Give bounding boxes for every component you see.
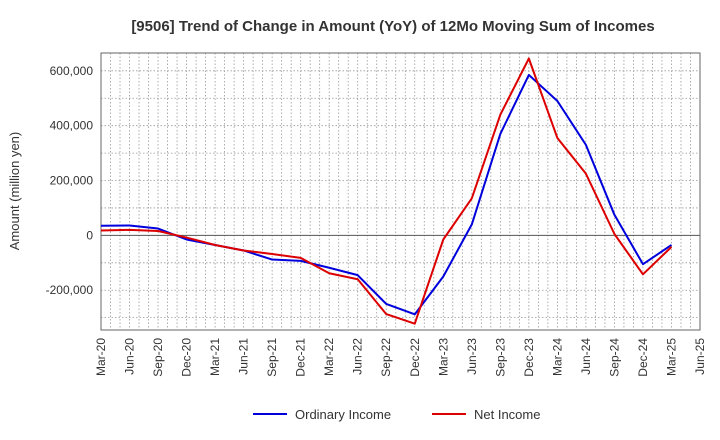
x-tick-label: Mar-24: [550, 338, 564, 376]
x-tick-label: Jun-24: [579, 338, 593, 375]
legend-label-ordinary-income: Ordinary Income: [295, 407, 391, 422]
x-tick-label: Sep-24: [607, 338, 621, 377]
y-tick-label: 600,000: [50, 64, 94, 78]
x-tick-labels: Mar-20 Jun-20 Sep-20 Dec-20 Mar-21 Jun-21 Sep-…: [94, 338, 707, 377]
y-axis-label: Amount (million yen): [7, 132, 22, 251]
grid: [100, 53, 701, 330]
series-lines: [100, 57, 673, 325]
x-tick-label: Jun-20: [123, 338, 137, 375]
legend-label-net-income: Net Income: [474, 407, 540, 422]
x-tick-label: Dec-24: [636, 338, 650, 377]
x-tick-label: Mar-25: [664, 338, 678, 376]
y-tick-label: 0: [86, 228, 93, 242]
y-tick-label: 200,000: [50, 174, 94, 188]
x-tick-label: Mar-21: [208, 338, 222, 376]
x-tick-label: Sep-23: [493, 338, 507, 377]
x-tick-label: Jun-21: [237, 338, 251, 375]
x-tick-label: Mar-22: [322, 338, 336, 376]
y-tick-labels: -200,000 0 200,000 400,000 600,000: [46, 64, 94, 297]
x-tick-label: Jun-25: [693, 338, 707, 375]
x-tick-label: Mar-20: [94, 338, 108, 376]
plot-frame: [100, 52, 701, 331]
x-tick-label: Dec-20: [180, 338, 194, 377]
x-tick-label: Mar-23: [436, 338, 450, 376]
x-tick-label: Sep-22: [379, 338, 393, 377]
x-tick-label: Dec-21: [294, 338, 308, 377]
x-tick-label: Sep-21: [265, 338, 279, 377]
x-tick-label: Sep-20: [151, 338, 165, 377]
plot-area-border: [100, 52, 701, 331]
x-tick-label: Jun-23: [465, 338, 479, 375]
series-line-net-income: [100, 57, 673, 325]
y-tick-label: 400,000: [50, 119, 94, 133]
x-tick-label: Dec-22: [408, 338, 422, 377]
series-line-ordinary-income: [100, 73, 673, 316]
x-tick-label: Dec-23: [522, 338, 536, 377]
x-tick-label: Jun-22: [351, 338, 365, 375]
chart-title: [9506] Trend of Change in Amount (YoY) o…: [131, 18, 654, 35]
y-tick-label: -200,000: [46, 283, 94, 297]
legend: Ordinary Income Net Income: [253, 407, 540, 422]
